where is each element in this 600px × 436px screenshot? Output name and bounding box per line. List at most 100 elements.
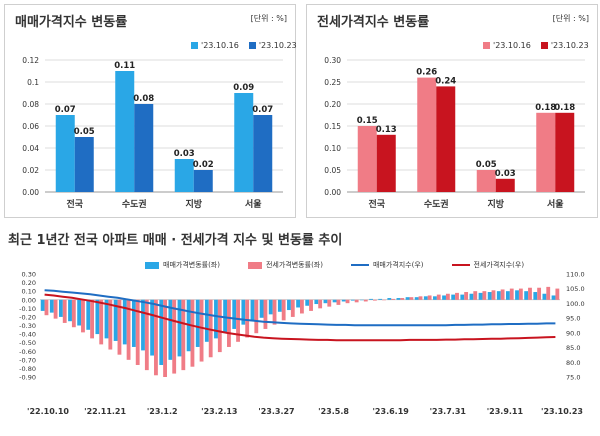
trend-sale-rate-bar — [460, 294, 465, 300]
sale-data-label: 0.08 — [133, 94, 154, 104]
trend-legend-jeonse-index: 전세가격지수(우) — [451, 260, 525, 270]
trend-sale-rate-bar — [360, 299, 364, 301]
trend-sale-rate-bar — [223, 299, 228, 333]
legend-label: '23.10.23 — [550, 41, 589, 50]
trend-jeonse-rate-bar — [81, 299, 85, 333]
trend-jeonse-rate-bar — [327, 299, 332, 307]
jeonse-ytick-label: 0.10 — [324, 144, 341, 153]
trend-left-tick-label: -0.50 — [19, 339, 36, 347]
trend-jeonse-rate-bar — [163, 299, 167, 377]
trend-legend-sale-rate: 매매가격변동률(좌) — [145, 260, 220, 270]
sale-bar — [115, 71, 135, 192]
trend-left-tick-label: 0.30 — [22, 271, 36, 279]
jeonse-bar — [536, 112, 556, 192]
jeonse-category-label: 수도권 — [424, 198, 449, 210]
trend-sale-rate-bar — [168, 299, 173, 360]
trend-jeonse-rate-bar — [263, 299, 268, 329]
trend-sale-rate-bar — [423, 296, 428, 300]
trend-sale-rate-bar — [232, 299, 237, 329]
jeonse-category-label: 서울 — [547, 198, 564, 210]
trend-x-tick-label: '23.10.23 — [541, 407, 583, 416]
trend-jeonse-rate-bar — [281, 299, 286, 321]
trend-jeonse-rate-bar — [190, 299, 195, 367]
trend-chart-title: 최근 1년간 전국 아파트 매매 · 전세가격 지수 및 변동률 추이 — [8, 233, 343, 248]
legend-line — [451, 264, 470, 266]
sale-bar — [134, 104, 154, 192]
sale-legend: '23.10.16 '23.10.23 — [191, 41, 297, 50]
trend-jeonse-rate-bar — [135, 299, 140, 365]
trend-sale-rate-bar — [305, 299, 310, 306]
trend-sale-rate-bar — [287, 299, 291, 311]
trend-jeonse-rate-bar — [445, 293, 450, 300]
trend-sale-rate-bar — [177, 299, 182, 357]
trend-sale-rate-bar — [131, 299, 136, 347]
jeonse-data-label: 0.13 — [376, 125, 397, 135]
legend-swatch — [247, 261, 262, 269]
trend-jeonse-rate-bar — [354, 299, 359, 303]
trend-right-tick-label: 110.0 — [566, 271, 585, 279]
trend-sale-rate-bar — [250, 299, 255, 322]
legend-label: 전세가격지수(우) — [473, 261, 525, 269]
trend-jeonse-rate-bar — [473, 291, 478, 300]
trend-jeonse-rate-bar — [272, 299, 277, 325]
legend-swatch — [145, 261, 159, 269]
trend-jeonse-rate-bar — [227, 299, 231, 347]
trend-left-tick-label: -0.80 — [19, 365, 36, 373]
trend-sale-rate-bar — [204, 299, 209, 342]
jeonse-ytick-label: 0.05 — [324, 166, 341, 175]
jeonse-unit-label: [단위 : %] — [552, 14, 589, 23]
trend-sale-rate-bar — [505, 291, 510, 300]
trend-sale-rate-bar — [195, 299, 200, 347]
trend-sale-rate-bar — [451, 294, 456, 300]
trend-sale-rate-bar — [533, 292, 538, 300]
trend-jeonse-rate-bar — [154, 299, 158, 376]
trend-jeonse-rate-bar — [372, 299, 377, 301]
trend-x-tick-label: '23.3.27 — [258, 407, 294, 416]
legend-label: 매매가격지수(우) — [372, 261, 424, 269]
jeonse-data-label: 0.18 — [554, 103, 575, 113]
trend-sale-rate-bar — [496, 291, 501, 300]
trend-sale-rate-bar — [40, 299, 45, 311]
jeonse-change-panel: 전세가격지수 변동률 [단위 : %] '23.10.16 '23.10.23 … — [306, 4, 598, 218]
sale-change-panel: 매매가격지수 변동률 [단위 : %] '23.10.16 '23.10.23 … — [4, 4, 297, 218]
trend-right-tick-label: 95.0 — [566, 315, 580, 323]
trend-left-tick-label: -0.10 — [19, 305, 36, 313]
trend-sale-rate-bar — [77, 299, 82, 326]
trend-sale-rate-bar — [277, 299, 282, 312]
trend-sale-rate-bar — [241, 299, 246, 325]
jeonse-bar — [476, 170, 496, 192]
trend-sale-rate-bar — [350, 299, 355, 301]
trend-x-tick-label: '22.11.21 — [84, 407, 126, 416]
sale-chart-title: 매매가격지수 변동률 — [15, 15, 128, 30]
trend-jeonse-rate-bar — [71, 299, 76, 328]
trend-sale-rate-bar — [487, 292, 492, 300]
trend-jeonse-rate-bar — [99, 299, 104, 345]
trend-legend: 매매가격변동률(좌) 전세가격변동률(좌) 매매가격지수(우) 전세가격지수(우… — [145, 260, 524, 270]
trend-jeonse-rate-bar — [391, 298, 396, 300]
trend-jeonse-rate-bar — [528, 287, 532, 300]
trend-sale-rate-bar — [68, 299, 72, 322]
trend-jeonse-rate-bar — [117, 299, 122, 355]
legend-label: '23.10.23 — [258, 41, 297, 50]
legend-swatch — [191, 42, 198, 49]
trend-jeonse-rate-bar — [300, 299, 304, 314]
sale-bar — [174, 159, 194, 192]
trend-sale-rate-bar — [323, 299, 328, 304]
trend-sale-rate-bar — [49, 299, 54, 313]
jeonse-legend-item-1: '23.10.16 — [483, 41, 531, 50]
jeonse-bar — [376, 134, 396, 192]
trend-sale-rate-bar — [314, 299, 319, 305]
trend-jeonse-rate-bar — [309, 299, 313, 311]
trend-jeonse-rate-bar — [555, 288, 560, 300]
trend-right-tick-label: 80.0 — [566, 359, 580, 367]
sale-ytick-label: 0.00 — [22, 188, 39, 197]
sale-category-label: 수도권 — [122, 198, 147, 210]
trend-jeonse-rate-bar — [363, 299, 368, 302]
sale-ytick-label: 0.06 — [22, 122, 39, 131]
trend-jeonse-rate-bar — [236, 299, 240, 342]
legend-swatch — [540, 42, 548, 49]
trend-jeonse-rate-bar — [90, 299, 95, 339]
sale-bar — [193, 170, 213, 192]
trend-sale-rate-bar — [378, 298, 383, 300]
trend-x-tick-label: '22.10.10 — [27, 407, 69, 416]
